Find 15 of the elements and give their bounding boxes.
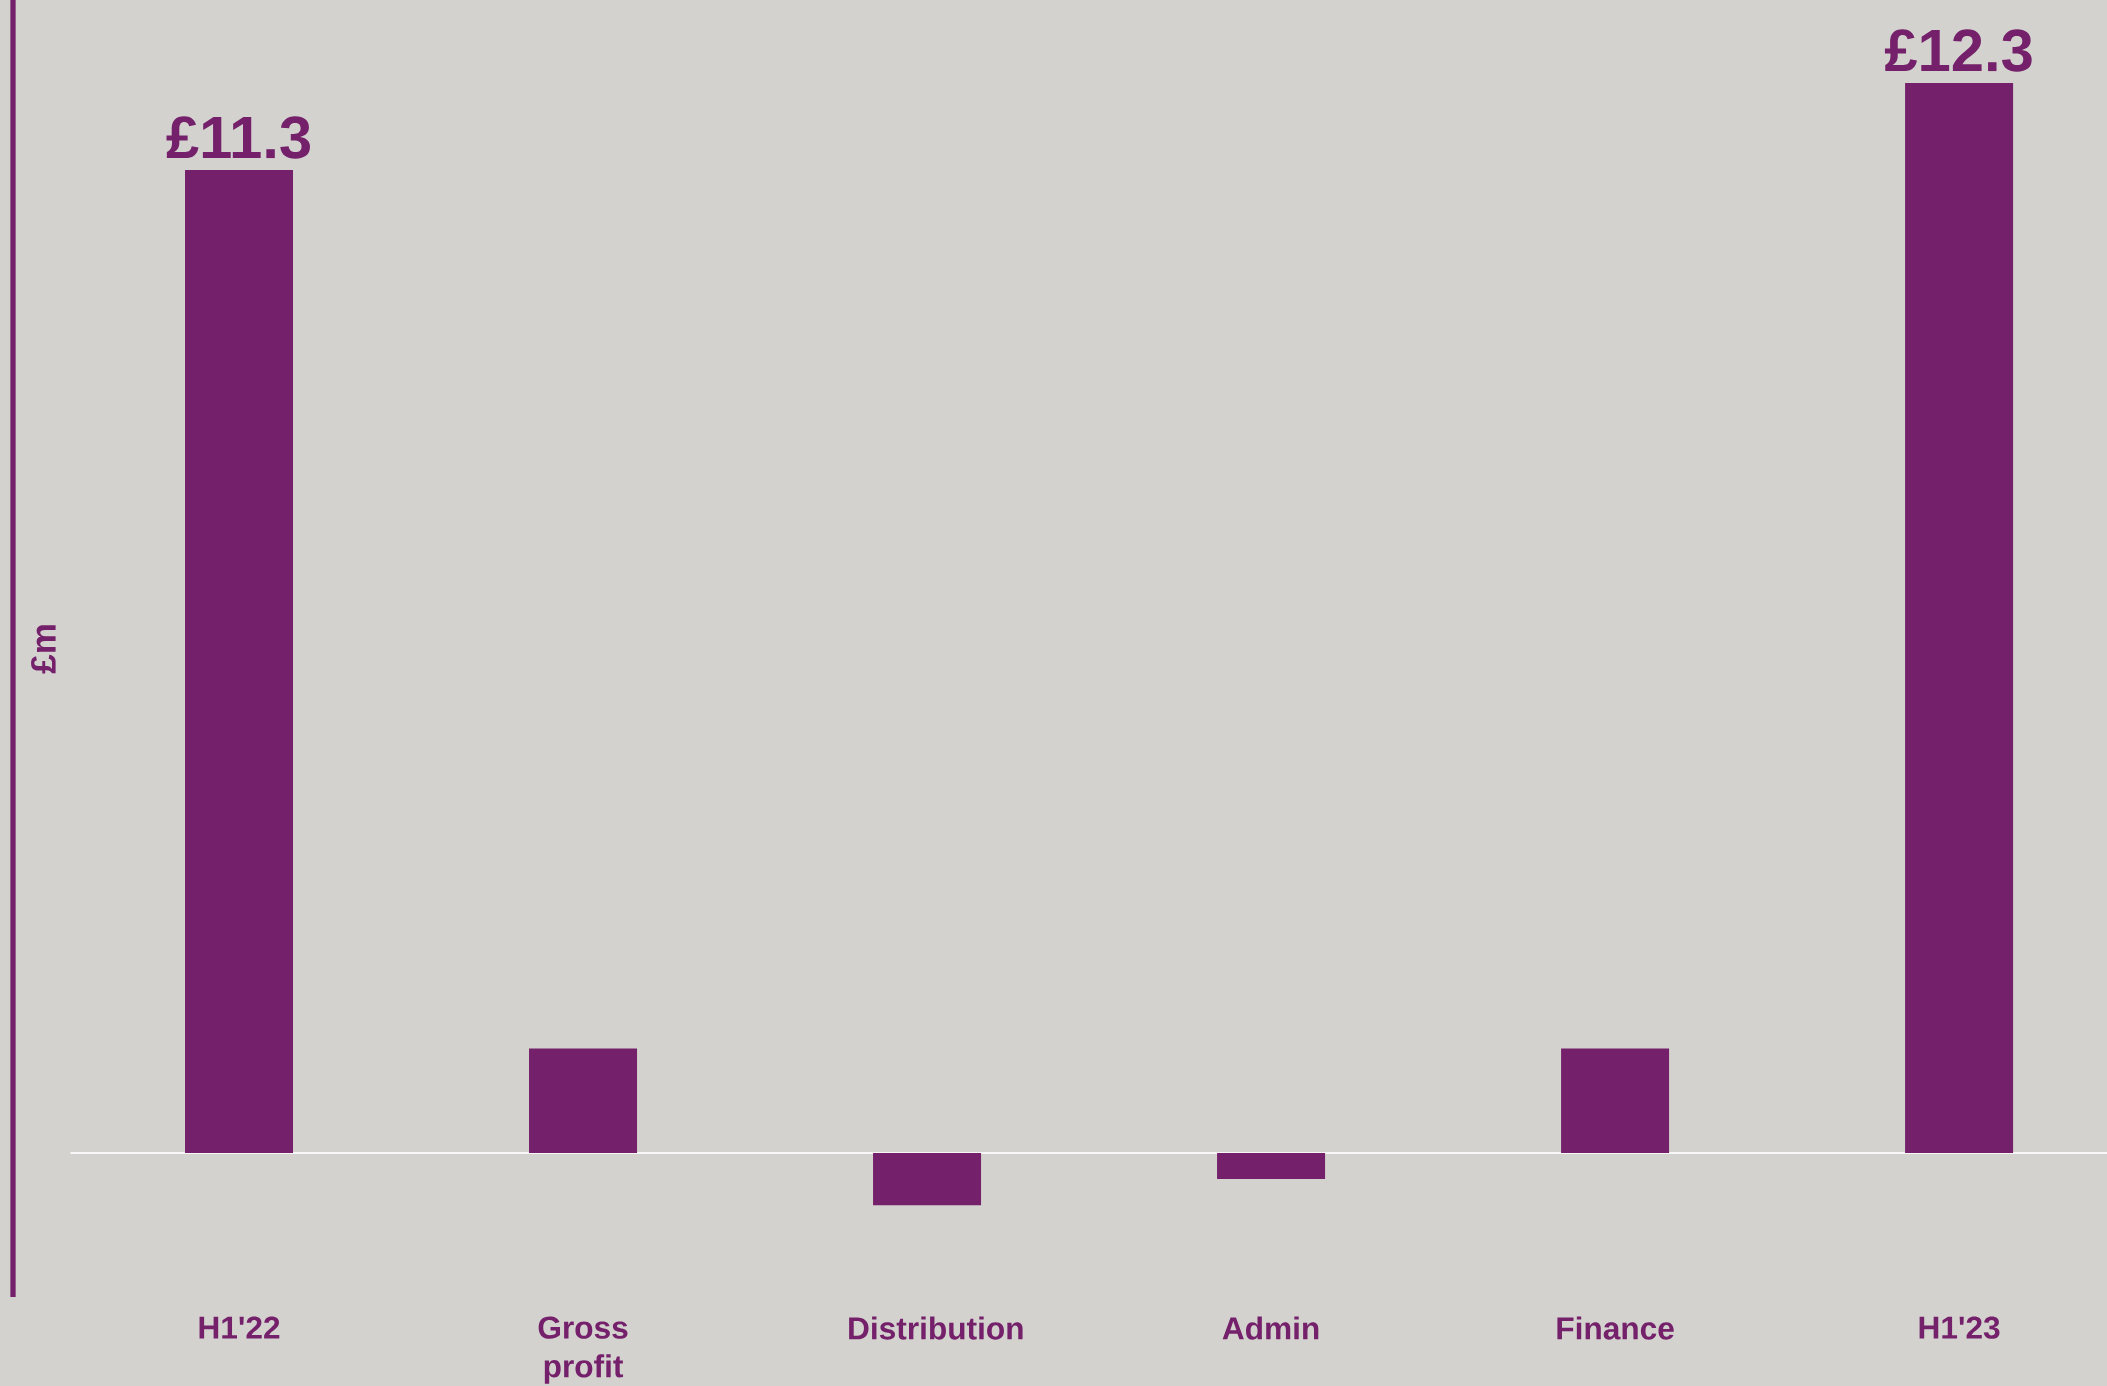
bar bbox=[873, 1152, 982, 1206]
bar bbox=[1217, 1152, 1326, 1180]
x-tick-label: Distribution bbox=[849, 1316, 1023, 1340]
x-tick-label: Finance bbox=[1557, 1316, 1674, 1340]
bar bbox=[1561, 1048, 1670, 1153]
bar bbox=[1905, 83, 2014, 1153]
bar bbox=[185, 169, 294, 1153]
data-label: £11.3 bbox=[166, 116, 310, 159]
data-label: £12.3 bbox=[1884, 29, 2032, 72]
y-axis-title: £m bbox=[31, 625, 56, 674]
x-tick-label: Admin bbox=[1222, 1316, 1319, 1340]
bar bbox=[529, 1048, 638, 1153]
x-tick-label: H1'23 bbox=[1919, 1316, 2000, 1339]
x-tick-label: Gross profit bbox=[538, 1316, 628, 1384]
x-tick-label: H1'22 bbox=[199, 1316, 280, 1339]
